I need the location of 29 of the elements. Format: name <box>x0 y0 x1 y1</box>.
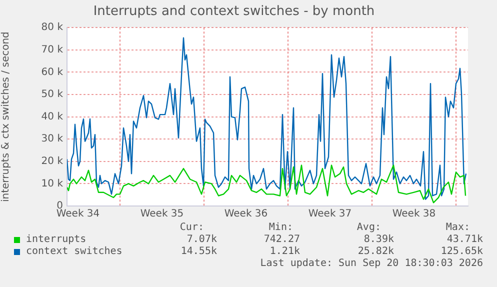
x-tick-label: Week 38 <box>392 208 436 220</box>
text: Avg: <box>356 222 381 234</box>
legend-label: context switches <box>26 246 122 258</box>
y-tick-label: 60 k <box>41 66 64 78</box>
x-tick-label: Week 36 <box>224 208 268 220</box>
chart-title: Interrupts and context switches - by month <box>93 4 375 20</box>
y-tick-label: 80 k <box>41 22 64 34</box>
text: 742.27 <box>264 234 300 246</box>
text: 43.71k <box>446 234 483 246</box>
y-tick-label: 70 k <box>41 44 64 56</box>
y-tick-label: 40 k <box>41 111 64 122</box>
text: Cur: <box>180 222 204 234</box>
y-axis-title: interrupts & ctx switches / second <box>0 32 12 202</box>
text: Max: <box>446 222 470 234</box>
legend-label: interrupts <box>26 234 86 246</box>
x-tick-label: Week 35 <box>140 208 184 220</box>
text: 7.07k <box>186 234 217 246</box>
text: 1.21k <box>270 246 300 258</box>
text: 25.82k <box>358 246 394 258</box>
text: 8.39k <box>364 234 394 246</box>
y-tick-label: 30 k <box>41 134 64 145</box>
text: Last update: Sun Sep 20 18:30:03 2026 <box>260 258 483 270</box>
y-tick-label: 50 k <box>41 89 64 100</box>
y-tick-label: 20 k <box>41 156 64 167</box>
y-tick-label: 10 k <box>41 178 64 190</box>
text: Min: <box>268 222 293 234</box>
text: 125.65k <box>440 246 483 258</box>
x-tick-label: Week 37 <box>308 208 352 220</box>
text: 14.55k <box>180 246 217 258</box>
